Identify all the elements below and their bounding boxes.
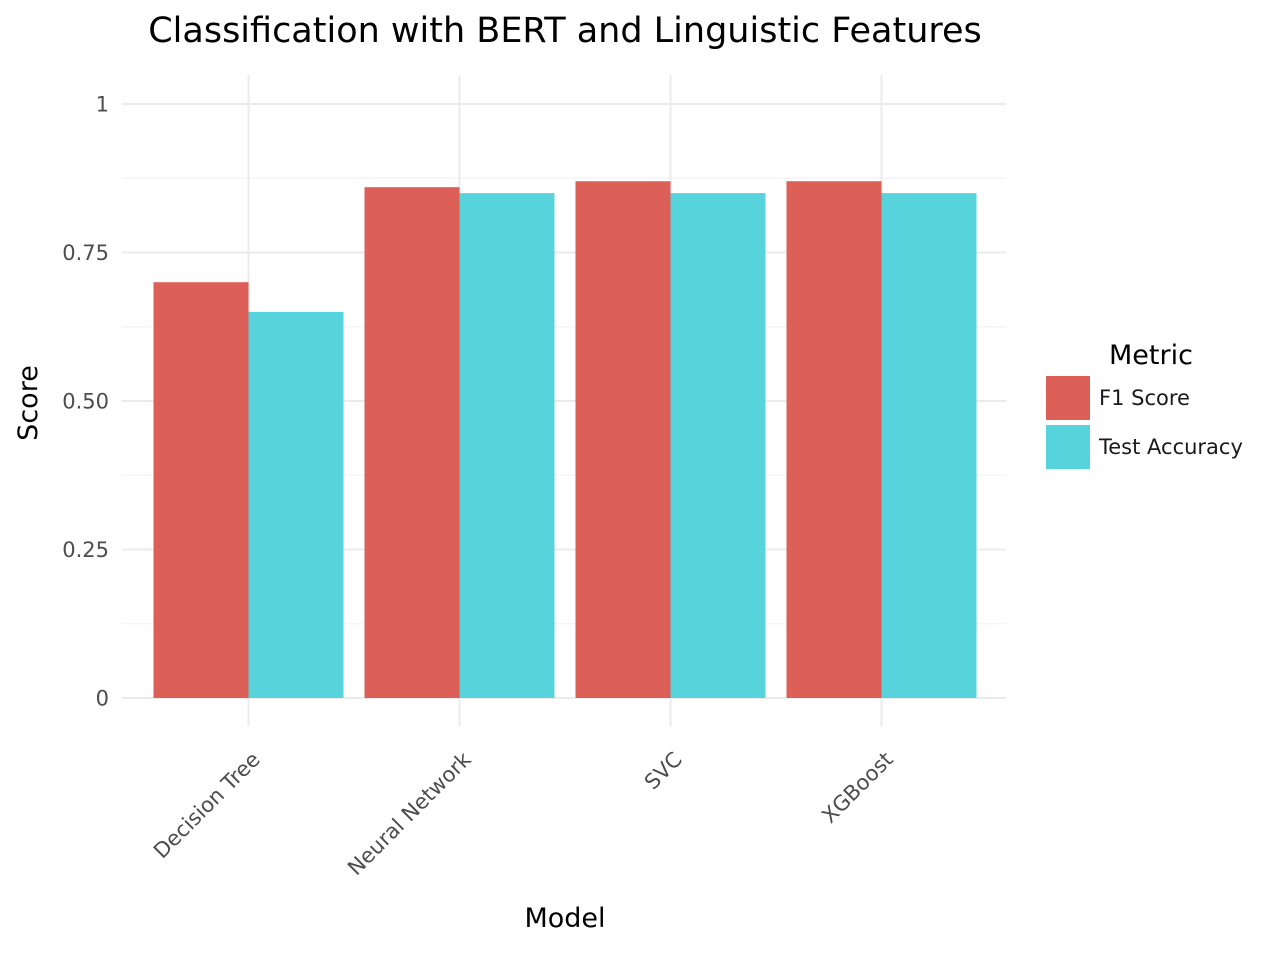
bar-f1-score-decision-tree xyxy=(153,282,249,698)
x-axis-title: Model xyxy=(524,903,605,934)
y-tick-label: 0.50 xyxy=(62,390,109,414)
x-tick-label: Decision Tree xyxy=(149,747,265,863)
x-axis-ticks: Decision Tree Neural Network SVC XGBoost xyxy=(149,747,898,880)
legend-label: F1 Score xyxy=(1099,386,1190,410)
chart-title: Classification with BERT and Linguistic … xyxy=(148,11,982,51)
bar-test-accuracy-decision-tree xyxy=(248,311,344,698)
y-tick-label: 0.75 xyxy=(62,241,109,265)
bar-test-accuracy-xgboost xyxy=(881,193,977,698)
bar-f1-score-neural-network xyxy=(364,187,460,698)
legend-swatch xyxy=(1046,376,1090,420)
y-axis-title: Score xyxy=(13,365,44,441)
y-tick-label: 0 xyxy=(96,687,109,711)
bars xyxy=(153,181,977,699)
x-tick-label: XGBoost xyxy=(817,747,898,828)
bar-f1-score-xgboost xyxy=(786,181,882,699)
bar-f1-score-svc xyxy=(575,181,671,699)
legend: Metric F1 Score Test Accuracy xyxy=(1046,340,1243,469)
legend-title: Metric xyxy=(1109,340,1193,371)
x-tick-label: Neural Network xyxy=(343,747,476,880)
x-tick-label: SVC xyxy=(640,747,687,794)
bar-test-accuracy-svc xyxy=(670,193,766,698)
y-axis-ticks: 0 0.25 0.50 0.75 1 xyxy=(62,93,109,711)
legend-swatch xyxy=(1046,425,1090,469)
bar-test-accuracy-neural-network xyxy=(459,193,555,698)
y-tick-label: 0.25 xyxy=(62,538,109,562)
legend-label: Test Accuracy xyxy=(1098,435,1243,459)
y-tick-label: 1 xyxy=(96,93,109,117)
